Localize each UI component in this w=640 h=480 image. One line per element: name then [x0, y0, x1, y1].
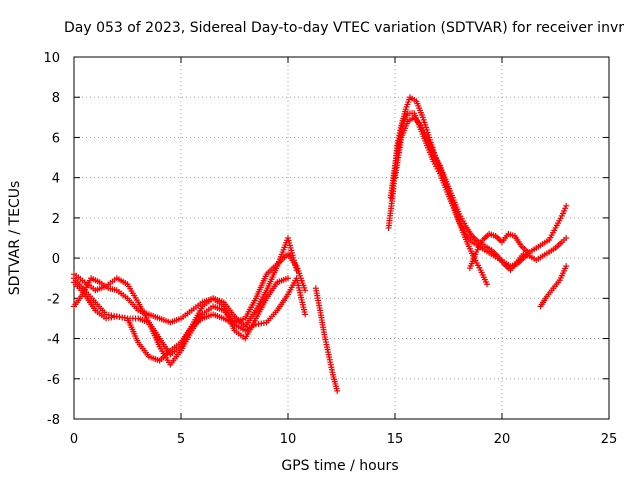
series-track-8	[392, 114, 570, 274]
series-track-10	[537, 263, 570, 310]
series-track-3	[71, 275, 309, 364]
x-tick-label: 15	[387, 432, 404, 447]
y-tick-label: -2	[47, 292, 60, 307]
x-tick-label: 5	[177, 432, 185, 447]
axes: 0 5 10 15 20 25 -8 -6 -4 -2 0 2 4 6 8 10	[43, 51, 617, 447]
y-tick-label: -6	[47, 373, 60, 388]
y-tick-label: 10	[43, 51, 60, 66]
x-tick-label: 25	[601, 432, 618, 447]
y-tick-label: 6	[52, 131, 60, 146]
y-tick-label: 8	[52, 91, 60, 106]
data-marks	[71, 94, 570, 394]
x-tick-label: 10	[280, 432, 297, 447]
x-tick-label: 0	[70, 432, 78, 447]
y-tick-label: -8	[47, 413, 60, 428]
series-track-4	[71, 275, 291, 342]
series-track-1	[71, 251, 309, 368]
y-tick-label: -4	[47, 333, 60, 348]
y-tick-label: 2	[52, 212, 60, 227]
chart-title: Day 053 of 2023, Sidereal Day-to-day VTE…	[64, 20, 624, 36]
grid	[74, 57, 609, 419]
x-tick-label: 20	[494, 432, 511, 447]
y-tick-label: 4	[52, 172, 60, 187]
y-axis-label: SDTVAR / TECUs	[7, 181, 23, 296]
plot-frame	[73, 56, 610, 420]
y-tick-label: 0	[52, 252, 60, 267]
series-track-5	[312, 285, 341, 394]
series-track-9	[466, 230, 531, 272]
x-axis-label: GPS time / hours	[281, 458, 398, 474]
